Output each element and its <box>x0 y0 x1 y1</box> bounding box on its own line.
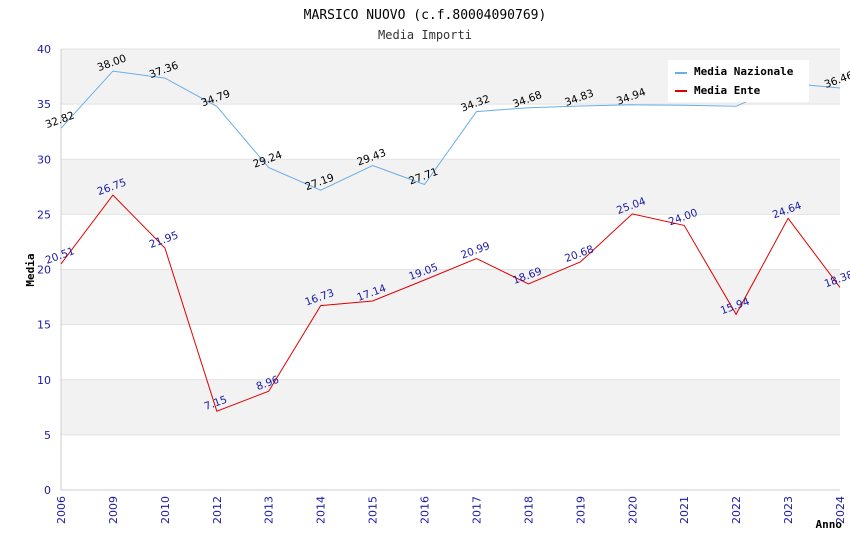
x-tick-label: 2014 <box>315 496 328 524</box>
x-tick-label: 2013 <box>263 496 276 524</box>
y-tick-label: 15 <box>37 319 51 332</box>
x-tick-label: 2023 <box>782 496 795 524</box>
chart-title: MARSICO NUOVO (c.f.80004090769) <box>304 8 547 23</box>
plot-band <box>61 379 840 435</box>
plot-band <box>61 434 840 490</box>
y-tick-label: 20 <box>37 264 51 277</box>
legend-box <box>668 60 809 102</box>
x-tick-label: 2021 <box>678 496 691 524</box>
y-tick-label: 0 <box>44 484 51 497</box>
series-line-nazionale <box>60 70 841 191</box>
y-tick-label: 35 <box>37 98 51 111</box>
axes <box>60 49 840 491</box>
x-tick-labels: 2006 2009 2010 2012 2013 2014 2015 2016 2017 2018… <box>55 496 847 524</box>
series-line-ente <box>60 194 841 412</box>
y-tick-label: 5 <box>44 429 51 442</box>
x-tick-label: 2016 <box>419 496 432 524</box>
legend-label-nazionale: Media Nazionale <box>694 65 794 78</box>
x-tick-label: 2017 <box>470 496 483 524</box>
plot-band <box>61 324 840 380</box>
y-tick-label: 40 <box>37 43 51 56</box>
x-tick-label: 2015 <box>367 496 380 524</box>
y-tick-label: 25 <box>37 208 51 221</box>
plot-band <box>61 269 840 325</box>
x-tick-label: 2009 <box>107 496 120 524</box>
x-tick-label: 2019 <box>574 496 587 524</box>
x-tick-label: 2022 <box>730 496 743 524</box>
x-tick-label: 2006 <box>55 496 68 524</box>
x-tick-label: 2024 <box>834 496 847 524</box>
x-axis-label: Anno <box>816 518 843 531</box>
x-tick-label: 2010 <box>159 496 172 524</box>
legend-label-ente: Media Ente <box>694 84 761 97</box>
x-tick-label: 2018 <box>522 496 535 524</box>
plot-band <box>61 159 840 215</box>
chart-subtitle: Media Importi <box>378 28 472 42</box>
y-tick-label: 10 <box>37 374 51 387</box>
y-tick-label: 30 <box>37 153 51 166</box>
plot-band <box>61 214 840 270</box>
y-tick-labels: 0 5 10 15 20 25 30 35 40 <box>37 43 51 497</box>
series-lines <box>60 70 841 412</box>
x-tick-label: 2020 <box>626 496 639 524</box>
plot-band <box>61 104 840 160</box>
legend: Media Nazionale Media Ente <box>668 60 809 102</box>
y-axis-label: Media <box>24 253 37 286</box>
plot-bands <box>61 49 840 490</box>
x-tick-label: 2012 <box>211 496 224 524</box>
